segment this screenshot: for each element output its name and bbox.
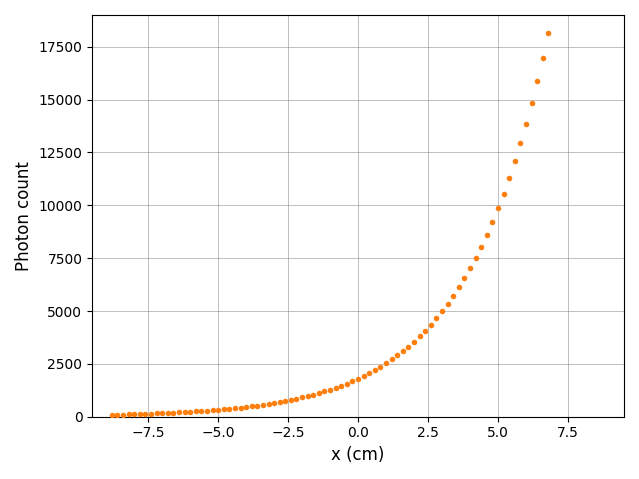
Point	[370, 366, 380, 374]
Point	[208, 406, 218, 414]
Point	[247, 402, 257, 410]
Point	[190, 408, 201, 415]
Point	[146, 410, 156, 418]
Point	[151, 410, 162, 417]
Point	[527, 100, 537, 107]
Point	[493, 205, 503, 212]
X-axis label: x (cm): x (cm)	[332, 446, 385, 464]
Point	[286, 396, 296, 404]
Point	[459, 274, 470, 282]
Point	[498, 190, 509, 197]
Point	[549, 2, 559, 10]
Point	[275, 398, 285, 406]
Point	[123, 411, 134, 418]
Point	[180, 408, 190, 416]
Point	[112, 411, 123, 419]
Point	[415, 332, 425, 340]
Point	[543, 29, 553, 36]
Point	[224, 405, 235, 412]
Point	[387, 356, 397, 364]
Point	[303, 392, 313, 400]
Point	[118, 411, 128, 418]
Point	[135, 410, 145, 418]
Point	[235, 404, 245, 411]
Point	[162, 409, 173, 417]
Point	[252, 402, 263, 410]
Point	[403, 342, 413, 350]
Point	[358, 372, 369, 380]
Point	[269, 399, 279, 407]
Point	[381, 359, 391, 367]
Point	[470, 254, 481, 262]
Point	[521, 120, 531, 128]
Point	[168, 409, 178, 417]
Point	[448, 292, 458, 300]
Point	[129, 411, 139, 418]
Point	[510, 158, 520, 165]
Point	[532, 78, 543, 85]
Point	[258, 401, 268, 409]
Point	[196, 407, 206, 415]
Point	[330, 384, 341, 391]
Point	[364, 369, 374, 377]
Point	[348, 377, 358, 385]
Point	[157, 410, 167, 417]
Point	[515, 139, 525, 147]
Point	[263, 400, 273, 408]
Point	[297, 394, 307, 401]
Point	[185, 408, 196, 416]
Point	[241, 403, 251, 411]
Point	[454, 284, 464, 291]
Point	[443, 300, 453, 308]
Point	[107, 411, 117, 419]
Point	[392, 352, 403, 359]
Point	[230, 404, 240, 412]
Point	[409, 338, 419, 345]
Point	[291, 395, 302, 402]
Point	[353, 375, 363, 383]
Point	[504, 174, 514, 182]
Point	[325, 386, 335, 393]
Point	[336, 382, 346, 389]
Point	[482, 231, 492, 239]
Point	[375, 363, 385, 371]
Point	[213, 406, 223, 413]
Point	[219, 405, 229, 413]
Point	[342, 380, 352, 388]
Point	[280, 397, 290, 405]
Point	[431, 314, 442, 322]
Point	[174, 409, 184, 416]
Point	[140, 410, 150, 418]
Point	[202, 407, 212, 414]
Y-axis label: Photon count: Photon count	[15, 161, 33, 271]
Point	[437, 308, 447, 315]
Point	[465, 264, 475, 272]
Point	[314, 389, 324, 397]
Point	[397, 347, 408, 355]
Point	[308, 391, 318, 399]
Point	[320, 388, 330, 395]
Point	[537, 54, 548, 62]
Point	[426, 321, 436, 329]
Point	[476, 243, 486, 251]
Point	[488, 218, 498, 226]
Point	[420, 327, 431, 334]
